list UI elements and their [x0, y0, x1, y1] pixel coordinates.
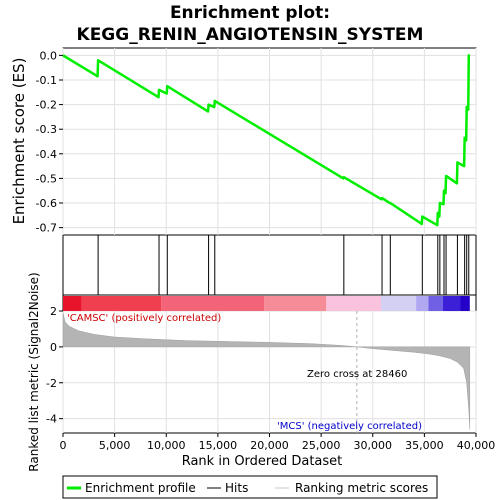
x-tick-label-0: 0 [60, 439, 67, 452]
colorbar-segment-3 [264, 296, 327, 311]
es-y-ticks: 0.0 -0.1 -0.2 -0.3 -0.4 -0.5 -0.6 -0.7 [36, 49, 63, 235]
es-y-axis-title: Enrichment score (ES) [10, 58, 28, 225]
x-tick-label-2: 10,000 [147, 439, 186, 452]
es-tick-label-7: -0.7 [36, 222, 57, 235]
x-tick-label-4: 20,000 [250, 439, 289, 452]
metric-tick-label-3: -4 [46, 413, 57, 426]
colorbar-segment-5 [381, 296, 417, 311]
colorbar-segment-6 [416, 296, 429, 311]
x-tick-label-6: 30,000 [354, 439, 393, 452]
x-tick-label-8: 40,000 [457, 439, 496, 452]
colorbar-segment-0 [63, 296, 82, 311]
colorbar-segment-8 [442, 296, 461, 311]
colorbar-segment-1 [81, 296, 162, 311]
es-tick-label-5: -0.5 [36, 172, 57, 185]
legend-metric-label: Ranking metric scores [295, 481, 428, 495]
x-ticks: 0 5,000 10,000 15,000 20,000 25,000 30,000 35,0… [60, 433, 496, 452]
colorbar-segment-4 [326, 296, 382, 311]
zero-cross-label: Zero cross at 28460 [307, 369, 407, 380]
colorbar-segment-9 [460, 296, 470, 311]
es-line-group [62, 54, 471, 227]
hits-group [97, 235, 470, 295]
negative-correlation-label: 'MCS' (negatively correlated) [277, 421, 422, 432]
x-tick-label-1: 5,000 [99, 439, 131, 452]
es-tick-label-1: -0.1 [36, 74, 57, 87]
legend-box [62, 475, 438, 499]
es-tick-label-4: -0.4 [36, 148, 57, 161]
metric-tick-label-2: -2 [46, 377, 57, 390]
x-tick-label-5: 25,000 [302, 439, 341, 452]
metric-grid [62, 310, 477, 433]
metric-area [62, 311, 471, 433]
hits-panel-frame [62, 234, 477, 296]
color-gradient-bar [63, 296, 470, 311]
x-tick-label-3: 15,000 [199, 439, 238, 452]
x-axis-title: Rank in Ordered Dataset [182, 454, 343, 469]
metric-y-ticks: 2 0 -2 -4 [46, 305, 63, 426]
chart-title-line1: Enrichment plot: [170, 3, 330, 23]
metric-area-fill [62, 312, 471, 430]
es-tick-label-0: 0.0 [40, 49, 58, 62]
colorbar-segment-2 [161, 296, 265, 311]
positive-correlation-label: 'CAMSC' (positively correlated) [67, 313, 221, 324]
colorbar-segment-7 [428, 296, 443, 311]
legend-hits-label: Hits [225, 481, 248, 495]
metric-tick-label-1: 0 [50, 341, 57, 354]
es-tick-label-6: -0.6 [36, 197, 57, 210]
metric-y-axis-title: Ranked list metric (Signal2Noise) [27, 272, 41, 471]
metric-tick-label-0: 2 [50, 305, 57, 318]
es-tick-label-3: -0.3 [36, 123, 57, 136]
es-tick-label-2: -0.2 [36, 99, 57, 112]
x-tick-label-7: 35,000 [405, 439, 444, 452]
chart-title-line2: KEGG_RENIN_ANGIOTENSIN_SYSTEM [77, 25, 424, 45]
enrichment-profile-line [62, 54, 471, 227]
legend-es-label: Enrichment profile [85, 481, 196, 495]
